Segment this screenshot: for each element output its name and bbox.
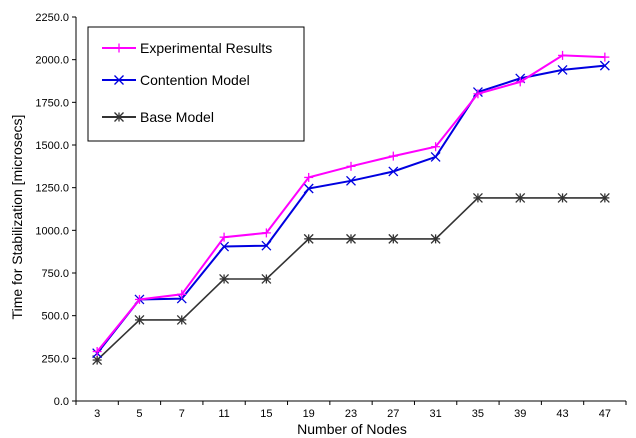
x-tick-label: 43 (556, 408, 568, 420)
y-tick-label: 0.0 (54, 396, 69, 408)
data-point-contention-model (388, 166, 399, 177)
data-point-experimental-results (515, 77, 525, 87)
y-tick-label: 1000.0 (35, 225, 69, 237)
data-point-base-model (388, 233, 399, 244)
legend-line-base-model (102, 112, 136, 122)
series-experimental-results (92, 50, 610, 357)
x-tick-label: 19 (303, 408, 315, 420)
data-point-base-model (176, 314, 187, 325)
data-point-experimental-results (92, 347, 102, 357)
x-tick-label: 35 (472, 408, 484, 420)
x-tick-label: 5 (136, 408, 142, 420)
series-line-base-model (96, 197, 605, 361)
x-tick-label: 47 (599, 408, 611, 420)
x-tick-label: 31 (429, 408, 441, 420)
data-point-base-model (261, 274, 272, 284)
data-point-experimental-results (431, 142, 441, 152)
y-tick-label: 1250.0 (35, 183, 69, 195)
y-tick-label: 500.0 (41, 311, 69, 323)
y-tick-label: 1750.0 (35, 97, 69, 109)
data-point-experimental-results (388, 151, 398, 161)
data-point-base-model (219, 274, 230, 284)
data-point-base-model (515, 192, 526, 203)
legend-label-base-model: Base Model (140, 109, 214, 125)
axes (75, 17, 626, 402)
data-point-experimental-results (134, 294, 144, 304)
x-tick-label: 7 (179, 408, 185, 420)
legend-box (87, 26, 305, 142)
data-point-contention-model (557, 64, 568, 75)
series-group (92, 50, 610, 365)
data-point-base-model (557, 192, 568, 203)
legend-sample-marker (114, 112, 124, 122)
data-point-experimental-results (219, 232, 229, 242)
series-base-model (92, 192, 610, 365)
legend-label-contention-model: Contention Model (140, 72, 250, 88)
data-point-base-model (346, 233, 356, 244)
data-point-experimental-results (304, 172, 314, 182)
x-axis-ticks: 3 5 7 11 15 19 23 27 31 35 39 43 47 (75, 401, 627, 420)
data-point-experimental-results (177, 289, 187, 299)
x-tick-label: 23 (345, 408, 357, 420)
data-point-contention-model (430, 151, 441, 162)
data-point-base-model (430, 233, 441, 244)
data-point-experimental-results (261, 228, 271, 238)
x-tick-label: 15 (260, 408, 272, 420)
data-point-experimental-results (600, 52, 610, 62)
data-point-base-model (472, 192, 483, 203)
legend-item-contention-model: Contention Model (102, 72, 250, 88)
data-point-contention-model (219, 241, 230, 252)
x-tick-label: 27 (387, 408, 399, 420)
y-tick-label: 2250.0 (35, 12, 69, 24)
y-tick-label: 2000.0 (35, 55, 69, 67)
legend-line-contention-model (102, 75, 136, 85)
legend-sample-marker (114, 43, 124, 53)
legend-item-experimental-results: Experimental Results (102, 40, 272, 56)
data-point-contention-model (346, 175, 356, 186)
y-tick-label: 1500.0 (35, 140, 69, 152)
x-tick-label: 11 (218, 408, 229, 420)
y-axis-label: Time for Stabilization [microsecs] (9, 115, 25, 320)
y-axis-ticks: 0.0 250.0 500.0 750.0 1000.0 1250.0 1500.0 1750… (35, 12, 76, 408)
data-point-experimental-results (473, 89, 483, 99)
legend-item-base-model: Base Model (102, 109, 214, 125)
x-tick-label: 39 (514, 408, 526, 420)
data-point-contention-model (599, 60, 610, 71)
data-point-contention-model (303, 183, 314, 194)
data-point-experimental-results (558, 50, 568, 60)
legend-label-experimental-results: Experimental Results (140, 40, 272, 56)
x-tick-label: 3 (94, 408, 100, 420)
legend: Experimental Results Contention Model Ba… (87, 26, 305, 142)
data-point-base-model (599, 192, 610, 203)
data-point-contention-model (261, 240, 272, 251)
legend-line-experimental-results (102, 43, 136, 53)
data-point-experimental-results (346, 161, 356, 171)
x-axis-label: Number of Nodes (297, 421, 407, 437)
legend-sample-marker (114, 75, 124, 85)
data-point-base-model (134, 314, 145, 325)
data-point-base-model (303, 233, 314, 244)
y-tick-label: 250.0 (41, 353, 69, 365)
y-tick-label: 750.0 (41, 268, 69, 280)
